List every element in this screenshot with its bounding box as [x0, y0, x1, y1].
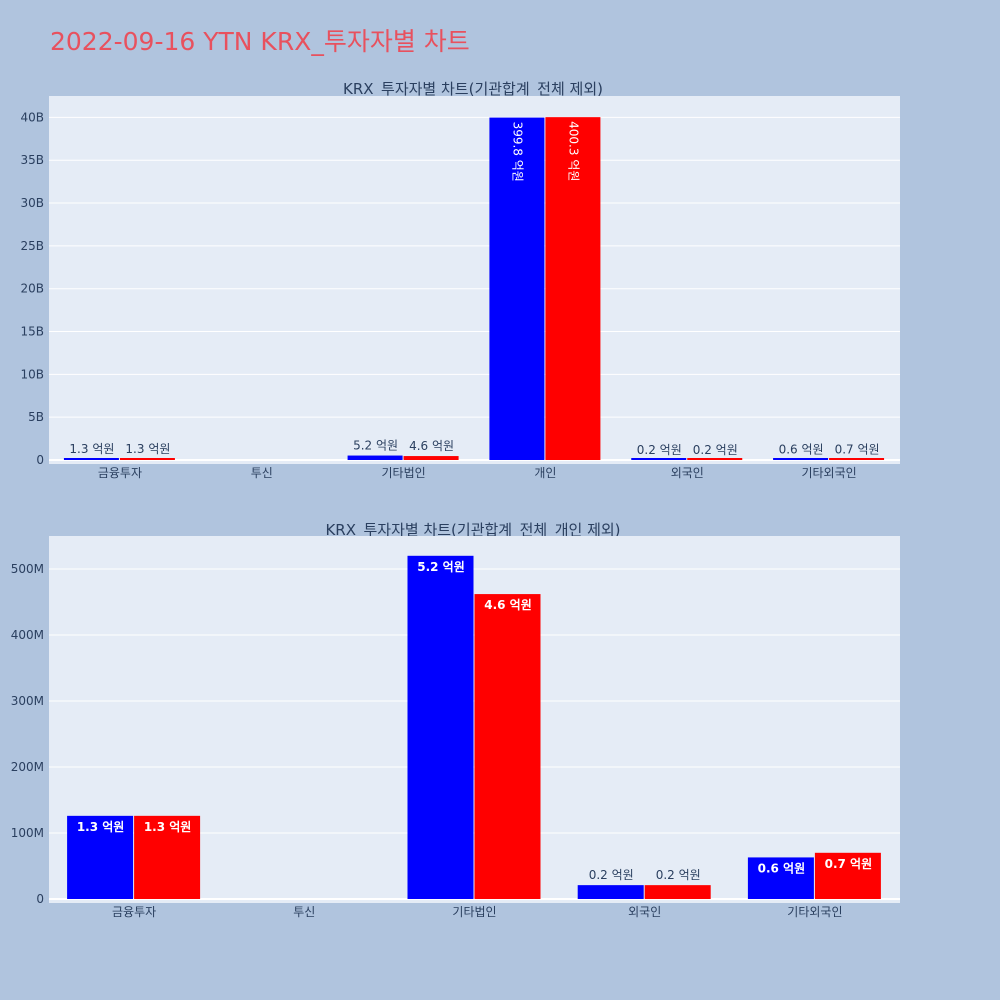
data-label: 1.3 억원 — [77, 820, 125, 834]
data-label: 5.2 억원 — [417, 560, 465, 574]
bar — [773, 458, 829, 460]
bar — [644, 885, 711, 899]
bar — [403, 456, 459, 460]
x-tick-label: 투신 — [251, 466, 273, 480]
x-tick-label: 개인 — [534, 466, 556, 480]
y-tick-label: 30B — [20, 196, 44, 210]
data-label: 5.2 억원 — [353, 439, 398, 453]
data-label: 1.3 억원 — [125, 442, 170, 456]
bar — [347, 455, 403, 460]
plot-area — [49, 96, 900, 464]
data-label: 0.6 억원 — [779, 442, 824, 456]
x-tick-label: 금융투자 — [98, 466, 142, 480]
y-tick-label: 5B — [28, 410, 44, 424]
x-tick-label: 금융투자 — [112, 905, 156, 919]
y-tick-label: 300M — [11, 694, 44, 708]
data-label: 0.7 억원 — [825, 857, 873, 871]
bar — [687, 458, 743, 460]
data-label: 0.6 억원 — [758, 861, 806, 875]
bar — [474, 594, 541, 899]
y-tick-label: 20B — [20, 282, 44, 296]
bar — [747, 857, 814, 899]
data-label: 400.3 억원 — [566, 121, 580, 181]
page-title: 2022-09-16 YTN KRX_투자자별 차트 — [50, 27, 470, 56]
bar — [814, 852, 881, 899]
y-tick-label: 15B — [20, 325, 44, 339]
y-tick-label: 100M — [11, 826, 44, 840]
data-label: 0.2 억원 — [637, 443, 682, 457]
x-tick-label: 외국인 — [628, 905, 661, 919]
data-label: 0.7 억원 — [835, 442, 880, 456]
y-tick-label: 0 — [36, 453, 44, 467]
x-tick-label: 기타외국인 — [801, 466, 856, 480]
y-tick-label: 25B — [20, 239, 44, 253]
x-tick-label: 기타법인 — [452, 905, 496, 919]
bar — [631, 458, 687, 460]
data-label: 0.2 억원 — [656, 868, 701, 882]
bar — [545, 117, 601, 461]
bar — [67, 815, 134, 899]
chart-1: 0 5B 10B 15B 20B 25B 30B 35B 40B 금융투자 1.3 억원 1.3 억원… — [20, 96, 900, 480]
data-label: 0.2 억원 — [589, 868, 634, 882]
bar — [577, 885, 644, 899]
y-tick-label: 0 — [36, 892, 44, 906]
y-tick-label: 35B — [20, 153, 44, 167]
data-label: 399.8 억원 — [510, 122, 524, 182]
x-tick-label: 외국인 — [671, 466, 704, 480]
bar — [407, 555, 474, 899]
y-tick-label: 200M — [11, 760, 44, 774]
data-label: 4.6 억원 — [484, 598, 532, 612]
x-tick-label: 기타외국인 — [787, 905, 842, 919]
bar — [63, 458, 119, 460]
y-tick-label: 40B — [20, 110, 44, 124]
y-tick-label: 400M — [11, 628, 44, 642]
data-label: 4.6 억원 — [409, 439, 454, 453]
x-tick-label: 투신 — [293, 905, 315, 919]
bar — [134, 815, 201, 899]
data-label: 0.2 억원 — [693, 443, 738, 457]
data-label: 1.3 억원 — [69, 442, 114, 456]
x-tick-label: 기타법인 — [381, 466, 425, 480]
y-tick-label: 500M — [11, 562, 44, 576]
data-label: 1.3 억원 — [144, 820, 192, 834]
bar — [119, 458, 175, 460]
chart-2-title: KRX_투자자별 차트(기관합계_전체_개인 제외) — [325, 521, 620, 540]
bar — [489, 117, 545, 460]
bar — [829, 458, 885, 460]
chart-1-title: KRX_투자자별 차트(기관합계_전체 제외) — [343, 80, 603, 99]
y-tick-label: 10B — [20, 367, 44, 381]
